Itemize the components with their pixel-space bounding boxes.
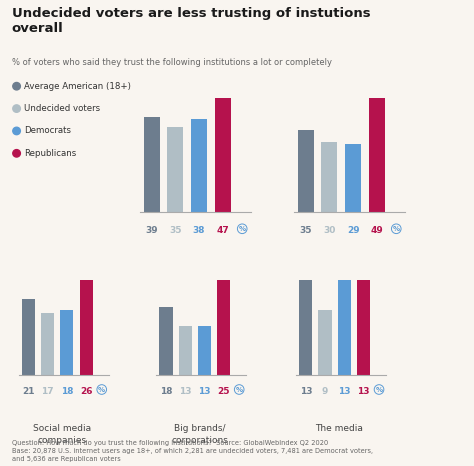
Text: 30: 30 bbox=[323, 226, 336, 235]
Text: 13: 13 bbox=[357, 386, 370, 396]
Bar bbox=[319, 309, 331, 375]
Bar bbox=[321, 142, 337, 212]
Text: Undecided voters are less trusting of instutions
overall: Undecided voters are less trusting of in… bbox=[12, 7, 371, 35]
Text: Average American (18+): Average American (18+) bbox=[24, 82, 131, 91]
Bar bbox=[60, 309, 73, 375]
Bar bbox=[80, 281, 92, 375]
Text: 18: 18 bbox=[160, 386, 172, 396]
Bar bbox=[179, 326, 191, 375]
Text: 9: 9 bbox=[322, 386, 328, 396]
Bar bbox=[167, 127, 183, 212]
Text: The media: The media bbox=[315, 425, 363, 433]
Bar bbox=[357, 281, 370, 375]
Bar bbox=[144, 117, 160, 212]
Bar bbox=[298, 130, 314, 212]
Bar bbox=[369, 97, 385, 212]
Bar bbox=[217, 281, 230, 375]
Text: 21: 21 bbox=[22, 386, 35, 396]
Bar bbox=[337, 281, 351, 375]
Text: % of voters who said they trust the following institutions a lot or completely: % of voters who said they trust the foll… bbox=[12, 58, 332, 67]
Text: 13: 13 bbox=[300, 386, 312, 396]
Text: 26: 26 bbox=[80, 386, 92, 396]
Text: Democrats: Democrats bbox=[24, 126, 71, 136]
Text: 13: 13 bbox=[179, 386, 191, 396]
Text: %: % bbox=[392, 226, 400, 232]
Bar bbox=[299, 281, 312, 375]
Text: 25: 25 bbox=[217, 386, 230, 396]
Text: 39: 39 bbox=[146, 226, 158, 235]
Text: 49: 49 bbox=[371, 226, 383, 235]
Bar bbox=[215, 97, 231, 212]
Bar bbox=[345, 144, 361, 212]
Text: 35: 35 bbox=[300, 226, 312, 235]
Text: Banks/financial
institutions: Banks/financial institutions bbox=[313, 272, 382, 292]
Text: 18: 18 bbox=[61, 386, 73, 396]
Text: 13: 13 bbox=[198, 386, 210, 396]
Text: 13: 13 bbox=[338, 386, 350, 396]
Text: The government: The government bbox=[155, 272, 231, 281]
Text: Undecided voters: Undecided voters bbox=[24, 104, 100, 113]
Text: 38: 38 bbox=[193, 226, 205, 235]
Text: Big brands/
corporations: Big brands/ corporations bbox=[171, 425, 228, 445]
Text: Social media
companies: Social media companies bbox=[33, 425, 91, 445]
Bar bbox=[159, 307, 173, 375]
Text: %: % bbox=[236, 386, 243, 392]
Text: %: % bbox=[375, 386, 383, 392]
Bar bbox=[41, 313, 54, 375]
Bar bbox=[198, 326, 211, 375]
Text: 17: 17 bbox=[41, 386, 54, 396]
Text: 35: 35 bbox=[169, 226, 182, 235]
Text: 29: 29 bbox=[347, 226, 359, 235]
Text: %: % bbox=[98, 386, 105, 392]
Bar bbox=[191, 119, 207, 212]
Text: Question: How much do you trust the following institutions?  Source: GlobalWebIn: Question: How much do you trust the foll… bbox=[12, 440, 373, 462]
Text: 47: 47 bbox=[217, 226, 229, 235]
Bar bbox=[22, 299, 35, 375]
Text: Republicans: Republicans bbox=[24, 149, 76, 158]
Text: %: % bbox=[238, 226, 246, 232]
